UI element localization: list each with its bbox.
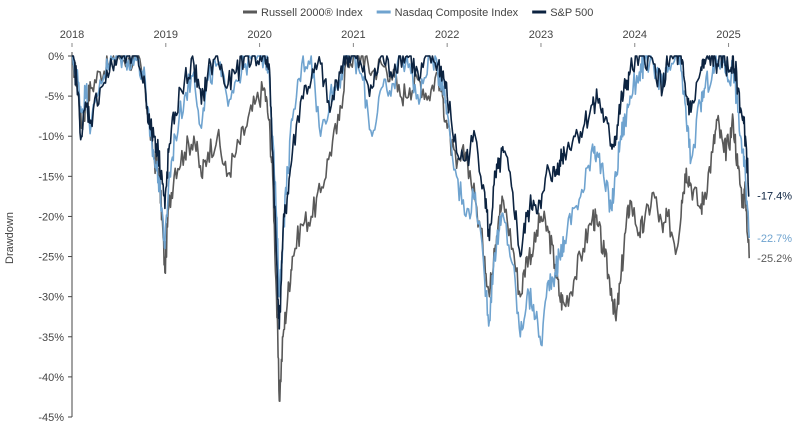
y-tick-label: -45% [38,412,64,424]
x-tick-label: 2018 [60,29,84,41]
y-axis: 0% -5% -10% -15% -20% -25% -30% -35% -40% -45% [38,51,73,424]
series-layer [71,55,750,402]
y-tick-label: -5% [44,91,64,103]
y-tick-label: -30% [38,292,64,304]
series-line-1 [71,55,750,402]
legend-label: Russell 2000® Index [261,7,363,19]
x-tick-label: 2020 [247,29,271,41]
x-tick-label: 2022 [435,29,459,41]
end-value-label: -22.7% [757,233,792,245]
y-tick-label: -25% [38,252,64,264]
x-axis: 2018 2019 2020 2021 2022 2023 2024 2025 [60,29,741,47]
y-tick-label: -20% [38,211,64,223]
y-tick-label: -15% [38,171,64,183]
end-value-label: -17.4% [757,191,792,203]
y-tick-label: -40% [38,372,64,384]
legend-label: Nasdaq Composite Index [395,7,519,19]
x-tick-label: 2019 [154,29,178,41]
legend: Russell 2000® Index Nasdaq Composite Inde… [243,7,593,19]
end-labels: -25.2% -22.7% -17.4% [757,191,792,266]
x-tick-label: 2023 [529,29,553,41]
end-value-label: -25.2% [757,253,792,265]
x-tick-label: 2021 [341,29,365,41]
series-line-3 [71,55,750,330]
y-tick-label: -10% [38,131,64,143]
y-tick-label: 0% [48,51,64,63]
legend-label: S&P 500 [550,7,593,19]
y-tick-label: -35% [38,332,64,344]
x-tick-label: 2024 [623,29,647,41]
y-axis-label: Drawdown [4,212,16,264]
x-tick-label: 2025 [716,29,740,41]
